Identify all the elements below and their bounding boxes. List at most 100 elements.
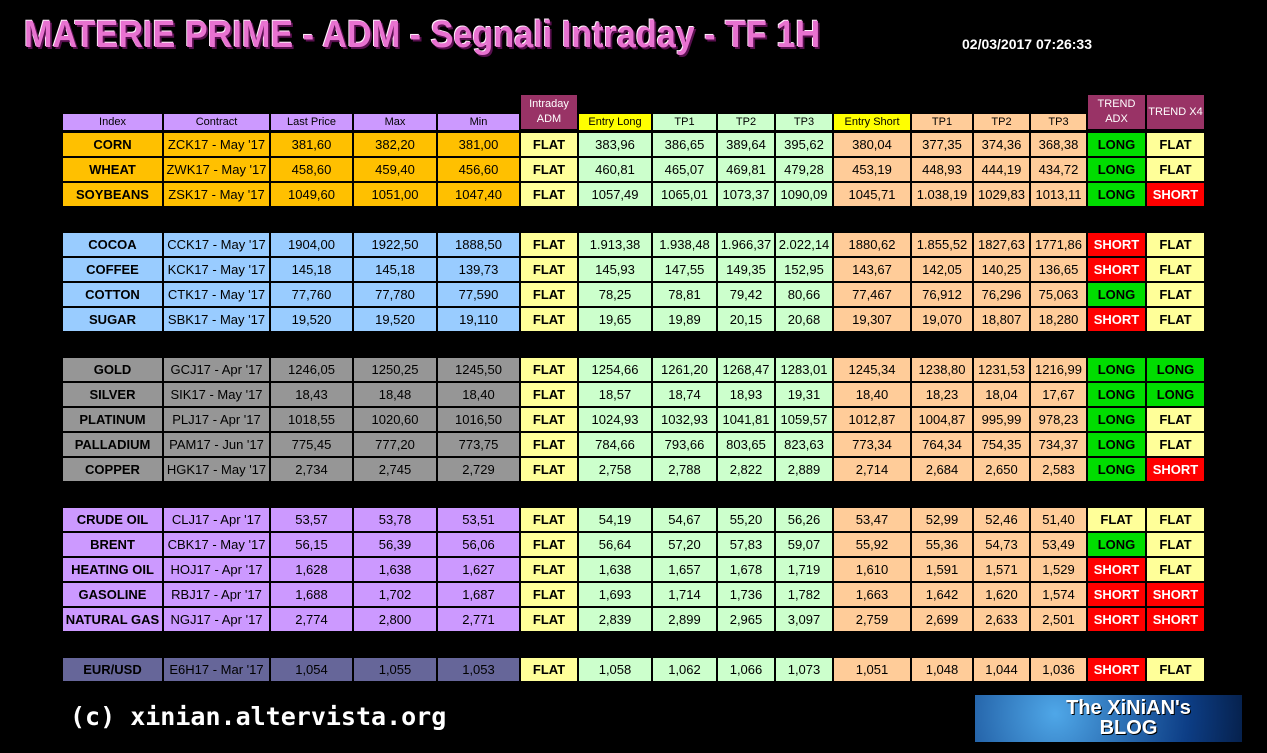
cell: FLAT [521,558,577,581]
cell: 2,899 [653,608,716,631]
cell: LONG [1088,433,1145,456]
cell: FLAT [1147,508,1204,531]
column-header: Max [354,114,436,130]
row-label: COFFEE [63,258,162,281]
cell: LONG [1147,383,1204,406]
cell: 19,65 [579,308,651,331]
cell: ZWK17 - May '17 [164,158,269,181]
cell: 1,638 [579,558,651,581]
cell: 56,06 [438,533,519,556]
cell: 18,48 [354,383,436,406]
cell: 19,307 [834,308,910,331]
row-label: COCOA [63,233,162,256]
cell: 54,67 [653,508,716,531]
cell: 54,19 [579,508,651,531]
cell: FLAT [1147,408,1204,431]
cell: 1,073 [776,658,832,681]
cell: FLAT [521,608,577,631]
cell: 1245,34 [834,358,910,381]
cell: 1057,49 [579,183,651,206]
cell: 19,520 [271,308,352,331]
cell: FLAT [1147,433,1204,456]
cell: 1.855,52 [912,233,972,256]
cell: 1,736 [718,583,774,606]
cell: 145,18 [354,258,436,281]
cell: 383,96 [579,133,651,156]
column-header: TP1 [912,114,972,130]
cell: 78,81 [653,283,716,306]
row-label: PLATINUM [63,408,162,431]
row-label: SILVER [63,383,162,406]
cell: FLAT [521,383,577,406]
cell: 18,23 [912,383,972,406]
cell: 52,99 [912,508,972,531]
cell: FLAT [521,233,577,256]
cell: 139,73 [438,258,519,281]
cell: 1,702 [354,583,436,606]
cell: FLAT [1147,133,1204,156]
cell: HOJ17 - Apr '17 [164,558,269,581]
cell: LONG [1088,183,1145,206]
cell: 56,26 [776,508,832,531]
cell: FLAT [521,183,577,206]
cell: 55,36 [912,533,972,556]
cell: 55,92 [834,533,910,556]
column-header: TP1 [653,114,716,130]
cell: 20,68 [776,308,832,331]
cell: 978,23 [1031,408,1086,431]
row-label: COPPER [63,458,162,481]
cell: 18,40 [438,383,519,406]
cell: 453,19 [834,158,910,181]
cell: 18,74 [653,383,716,406]
column-header: TP2 [974,114,1029,130]
cell: 1004,87 [912,408,972,431]
cell: FLAT [521,508,577,531]
cell: 773,34 [834,433,910,456]
cell: SHORT [1088,233,1145,256]
cell: 1,663 [834,583,910,606]
cell: 1880,62 [834,233,910,256]
cell: LONG [1088,133,1145,156]
cell: 1059,57 [776,408,832,431]
cell: 1,678 [718,558,774,581]
cell: 2,729 [438,458,519,481]
copyright: (c) xinian.altervista.org [70,702,447,731]
cell: 1261,20 [653,358,716,381]
cell: SHORT [1088,658,1145,681]
cell: LONG [1088,383,1145,406]
cell: 1090,09 [776,183,832,206]
cell: 459,40 [354,158,436,181]
cell: 19,520 [354,308,436,331]
cell: SHORT [1088,583,1145,606]
cell: FLAT [1147,658,1204,681]
cell: 1922,50 [354,233,436,256]
cell: 1.913,38 [579,233,651,256]
cell: 1245,50 [438,358,519,381]
cell: 78,25 [579,283,651,306]
cell: CCK17 - May '17 [164,233,269,256]
cell: 448,93 [912,158,972,181]
row-label: HEATING OIL [63,558,162,581]
cell: 2,650 [974,458,1029,481]
cell: FLAT [521,583,577,606]
cell: 458,60 [271,158,352,181]
cell: 3,097 [776,608,832,631]
cell: 1,048 [912,658,972,681]
cell: 19,110 [438,308,519,331]
cell: CBK17 - May '17 [164,533,269,556]
logo-line: BLOG [1099,717,1158,739]
cell: 2,771 [438,608,519,631]
cell: 995,99 [974,408,1029,431]
cell: 1,051 [834,658,910,681]
column-header: Last Price [271,114,352,130]
cell: FLAT [1147,558,1204,581]
cell: 1049,60 [271,183,352,206]
cell: LONG [1088,408,1145,431]
cell: 374,36 [974,133,1029,156]
column-header: Entry Short [834,114,910,130]
cell: 1.938,48 [653,233,716,256]
blog-logo[interactable]: The XiNiAN's BLOG [975,695,1242,742]
cell: 1,066 [718,658,774,681]
cell: 18,93 [718,383,774,406]
